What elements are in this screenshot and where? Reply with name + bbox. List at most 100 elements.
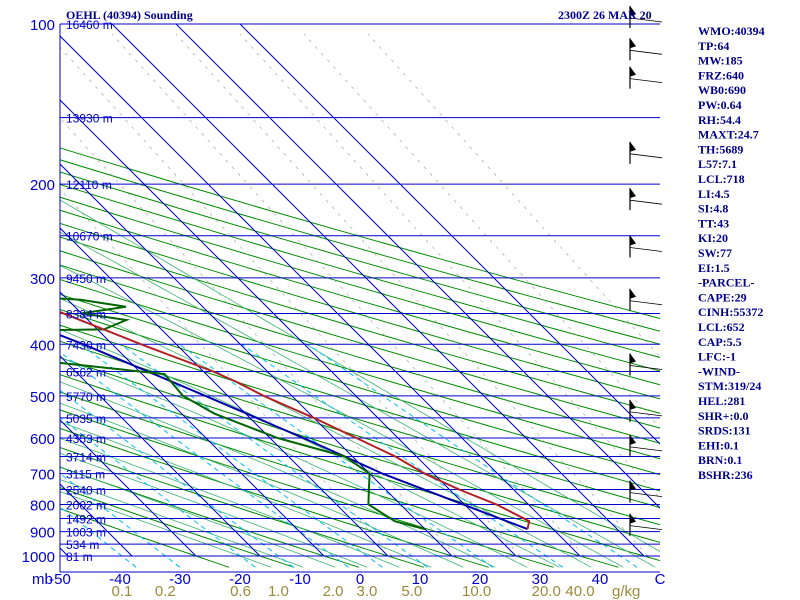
stability-indices-panel: WMO:40394TP:64MW:185FRZ:640WB0:690PW:0.6…: [698, 24, 765, 482]
station-title: OEHL (40394) Sounding: [66, 8, 193, 22]
wind-barb: [629, 513, 663, 536]
wind-barb: [629, 480, 663, 503]
dry-adiabat-line: [60, 409, 554, 568]
temperature-tick-label: -10: [289, 571, 311, 588]
wind-barb: [629, 434, 663, 457]
moist-adiabat-line: [60, 421, 432, 568]
isotherm-line: [60, 419, 197, 557]
moist-adiabat-line: [60, 231, 656, 568]
index-entry: TP:64: [698, 39, 729, 53]
mixing-ratio-line: [120, 343, 428, 568]
pressure-tick-label: 100: [30, 17, 55, 34]
height-label: 12110 m: [66, 178, 112, 192]
virtual-temperature-guide: [111, 33, 585, 557]
mixing-ratio-unit-label: g/kg: [612, 583, 640, 600]
index-entry: LCL:652: [698, 320, 745, 334]
wind-barb: [629, 353, 663, 376]
index-entry: SRDS:131: [698, 424, 751, 438]
height-label: 13930 m: [66, 112, 113, 126]
index-entry: WMO:40394: [698, 24, 765, 38]
index-entry: WB0:690: [698, 83, 746, 97]
index-entry: SHR+:0.0: [698, 409, 749, 423]
pressure-tick-label: 700: [30, 467, 55, 484]
moist-adiabat-line: [60, 437, 400, 568]
isobars: [59, 23, 660, 573]
height-label: 5035 m: [66, 412, 106, 426]
temperature-tick-label: -20: [229, 571, 251, 588]
temperature-tick-label: 10: [412, 571, 429, 588]
virtual-temperature-guide: [60, 46, 521, 557]
index-entry: SI:4.8: [698, 202, 728, 216]
index-entry: KI:20: [698, 231, 728, 245]
pressure-tick-label: 200: [30, 177, 55, 194]
dry-adiabat-line: [60, 278, 660, 460]
index-entry: HEL:281: [698, 394, 745, 408]
moist-adiabat-line: [60, 199, 660, 552]
height-label: 534 m: [66, 538, 99, 552]
temperature-tick-label: -40: [109, 571, 131, 588]
pressure-unit-label: mb: [32, 571, 53, 588]
index-entry: TT:43: [698, 216, 729, 230]
isotherm-line: [60, 99, 517, 557]
mixing-ratio-tick-label: 0.1: [111, 583, 132, 600]
index-entry: FRZ:640: [698, 68, 744, 82]
temperature-tick-label: 30: [532, 571, 549, 588]
pressure-tick-label: 300: [30, 271, 55, 288]
virtual-temperature-guide: [367, 33, 660, 358]
isotherm-line: [239, 24, 660, 445]
temperature-trace: [60, 310, 531, 530]
dewpoint-trace: [60, 297, 426, 531]
mixing-ratio-tick-label: 0.6: [230, 583, 251, 600]
mixing-ratio-line: [80, 343, 383, 568]
wind-barb: [629, 288, 663, 311]
dry-adiabat-line: [60, 357, 660, 543]
pressure-tick-label: 1000: [22, 549, 55, 566]
temperature-tick-label: C: [655, 571, 666, 588]
height-label: 7430 m: [66, 338, 106, 352]
virtual-temperature-guide: [175, 33, 649, 557]
pressure-tick-label: 400: [30, 337, 55, 354]
index-entry: LFC:-1: [698, 350, 736, 364]
isotherms: [0, 24, 660, 557]
wind-barbs: [629, 6, 663, 536]
mixing-ratio-tick-label: 5.0: [401, 583, 422, 600]
wind-barb: [629, 235, 663, 258]
wind-barb: [629, 38, 663, 61]
moist-adiabat-line: [60, 298, 592, 568]
index-entry: CAP:5.5: [698, 335, 742, 349]
index-entry: -WIND-: [698, 364, 740, 378]
dry-adiabat-line: [60, 209, 660, 386]
temperature-tick-label: 40: [592, 571, 609, 588]
dry-adiabat-line: [60, 309, 660, 492]
mixing-ratio-lines: [60, 33, 660, 568]
index-entry: LI:4.5: [698, 187, 730, 201]
dry-adiabat-line: [60, 196, 660, 372]
index-entry: PW:0.64: [698, 98, 742, 112]
isotherm-line: [0, 24, 4, 556]
virtual-temperature-guide: [239, 33, 660, 499]
height-label: 4353 m: [66, 432, 106, 446]
temperature-tick-label: -30: [169, 571, 191, 588]
sounding-profiles: [60, 297, 531, 531]
pressure-tick-label: 900: [30, 525, 55, 542]
virtual-temperature-guide: [60, 117, 457, 557]
wind-barb: [629, 399, 663, 422]
mixing-ratio-tick-label: 10.0: [462, 583, 491, 600]
dry-adiabat-line: [60, 264, 660, 444]
height-label: 10670 m: [66, 230, 113, 244]
isotherm-line: [60, 35, 581, 557]
height-label: 3115 m: [66, 468, 105, 482]
wind-barb: [629, 66, 663, 89]
mixing-ratio-line: [307, 343, 638, 568]
dry-adiabat-line: [60, 427, 489, 568]
wind-barb: [629, 6, 663, 28]
virtual-temperature-guide: [60, 188, 393, 557]
index-entry: -PARCEL-: [698, 276, 754, 290]
index-entry: BRN:0.1: [698, 453, 742, 467]
mixing-ratio-line: [60, 472, 181, 568]
mixing-ratio-tick-label: 0.2: [155, 583, 176, 600]
height-label: 3714 m: [66, 450, 106, 464]
index-entry: EI:1.5: [698, 261, 730, 275]
temperature-tick-label: -50: [49, 571, 71, 588]
